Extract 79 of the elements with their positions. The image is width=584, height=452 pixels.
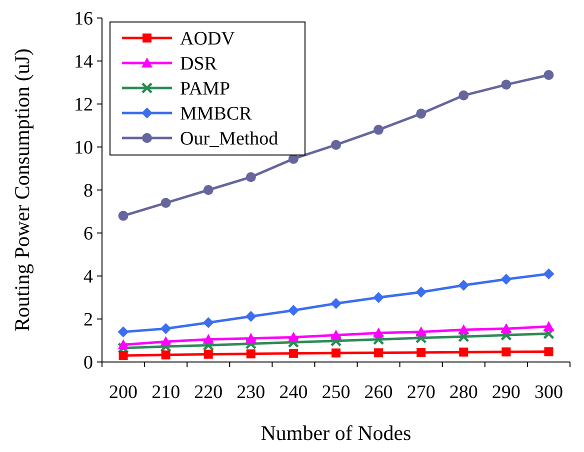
point xyxy=(245,332,256,343)
point xyxy=(202,334,214,344)
point xyxy=(118,339,129,350)
y-tick-label: 2 xyxy=(84,310,93,331)
point xyxy=(416,108,426,119)
point xyxy=(202,339,214,351)
y-tick-label: 12 xyxy=(74,94,93,116)
legend-label: Our_Method xyxy=(180,128,279,150)
point xyxy=(373,292,384,303)
point xyxy=(118,351,128,360)
point xyxy=(458,324,470,334)
y-tick-label: 16 xyxy=(74,8,93,30)
point xyxy=(161,350,170,360)
point xyxy=(543,268,554,280)
point xyxy=(544,70,554,80)
point xyxy=(118,210,128,221)
x-tick-label: 270 xyxy=(406,382,436,403)
point xyxy=(502,347,511,356)
point xyxy=(374,348,384,358)
point xyxy=(459,348,468,357)
point xyxy=(203,185,214,195)
x-tick-label: 220 xyxy=(194,382,223,403)
x-tick-label: 240 xyxy=(279,382,308,403)
point xyxy=(288,332,299,342)
point xyxy=(458,330,470,342)
point xyxy=(160,198,171,208)
point xyxy=(330,330,342,340)
point xyxy=(500,323,512,334)
point xyxy=(500,274,512,285)
x-axis-title: Number of Nodes xyxy=(260,421,412,445)
point xyxy=(160,323,172,334)
legend-label: MMBCR xyxy=(180,104,252,125)
x-tick-label: 200 xyxy=(109,382,138,403)
point xyxy=(330,298,342,310)
point xyxy=(416,348,426,358)
point xyxy=(246,172,256,182)
x-tick-label: 280 xyxy=(449,382,478,403)
point xyxy=(118,326,129,338)
point xyxy=(332,348,340,358)
y-tick-label: 14 xyxy=(74,52,94,73)
y-tick-label: 6 xyxy=(84,224,93,245)
point xyxy=(160,336,172,346)
y-tick-label: 4 xyxy=(84,266,94,288)
point xyxy=(245,310,256,322)
point xyxy=(416,286,427,298)
point xyxy=(500,329,512,341)
point xyxy=(245,338,257,350)
y-tick-label: 8 xyxy=(84,180,93,202)
x-tick-label: 230 xyxy=(236,382,266,403)
y-tick-label: 10 xyxy=(74,138,93,159)
point xyxy=(288,348,298,358)
point xyxy=(118,342,130,354)
x-tick-label: 300 xyxy=(534,382,563,403)
legend-label: PAMP xyxy=(180,78,230,100)
point xyxy=(331,140,341,150)
y-axis-title: Routing Power Consumption (uJ) xyxy=(10,48,34,332)
x-tick-label: 290 xyxy=(492,382,520,403)
point xyxy=(458,280,470,291)
point xyxy=(246,349,256,358)
point xyxy=(204,350,213,359)
y-tick-label: 0 xyxy=(84,352,93,374)
x-tick-label: 260 xyxy=(364,382,393,403)
x-tick-label: 210 xyxy=(152,382,180,403)
point xyxy=(416,326,427,336)
point xyxy=(501,80,512,90)
legend-label: DSR xyxy=(180,54,218,75)
point xyxy=(373,327,384,338)
point xyxy=(330,335,342,347)
point xyxy=(372,334,384,346)
legend-label: AODV xyxy=(180,28,236,50)
point xyxy=(415,332,427,344)
point xyxy=(374,124,384,135)
point xyxy=(544,347,554,356)
point xyxy=(202,317,214,328)
point xyxy=(543,321,554,332)
point xyxy=(458,90,469,100)
x-tick-label: 250 xyxy=(322,382,350,403)
point xyxy=(542,328,554,340)
point xyxy=(288,304,299,316)
